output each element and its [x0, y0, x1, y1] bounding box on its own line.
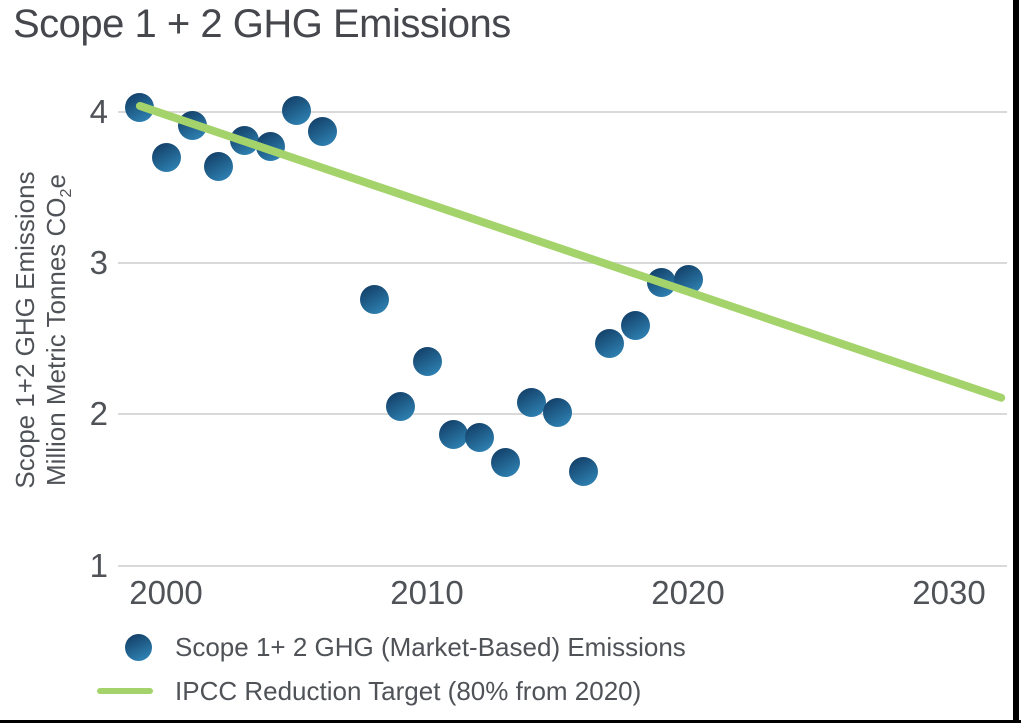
- legend-label-target: IPCC Reduction Target (80% from 2020): [175, 675, 642, 706]
- target-line-icon: [97, 688, 153, 694]
- frame-border-bottom: [0, 720, 1021, 723]
- data-point: [464, 422, 494, 452]
- data-point: [282, 95, 311, 125]
- y-tick-label: 1: [89, 546, 108, 584]
- gridline: [118, 564, 1007, 567]
- data-point: [412, 346, 442, 376]
- gridline: [118, 262, 1007, 265]
- frame-border-right: [1013, 0, 1019, 723]
- data-point: [543, 398, 572, 428]
- data-point: [516, 387, 546, 417]
- data-point: [438, 419, 468, 449]
- data-point: [360, 284, 390, 314]
- data-point: [203, 151, 233, 181]
- chart-title: Scope 1 + 2 GHG Emissions: [13, 2, 511, 46]
- legend-label-emissions: Scope 1+ 2 GHG (Market-Based) Emissions: [175, 631, 686, 662]
- data-point: [569, 457, 599, 487]
- data-point: [595, 328, 625, 358]
- data-point: [386, 392, 416, 422]
- x-tick-label: 2000: [129, 574, 203, 611]
- data-point: [490, 448, 520, 478]
- legend-item-emissions: Scope 1+ 2 GHG (Market-Based) Emissions: [97, 630, 686, 664]
- data-point: [151, 142, 181, 172]
- gridline: [118, 111, 1007, 113]
- y-tick-label: 3: [89, 244, 108, 282]
- legend-item-target: IPCC Reduction Target (80% from 2020): [97, 674, 641, 708]
- target-line: [135, 101, 1006, 402]
- data-point: [621, 310, 651, 340]
- data-point: [308, 117, 338, 147]
- x-tick-label: 2030: [912, 574, 986, 611]
- x-tick-label: 2010: [390, 574, 464, 611]
- scatter-marker-icon: [125, 633, 152, 661]
- y-tick-label: 4: [89, 93, 108, 130]
- y-tick-label: 2: [89, 395, 108, 433]
- x-tick-label: 2020: [651, 574, 725, 611]
